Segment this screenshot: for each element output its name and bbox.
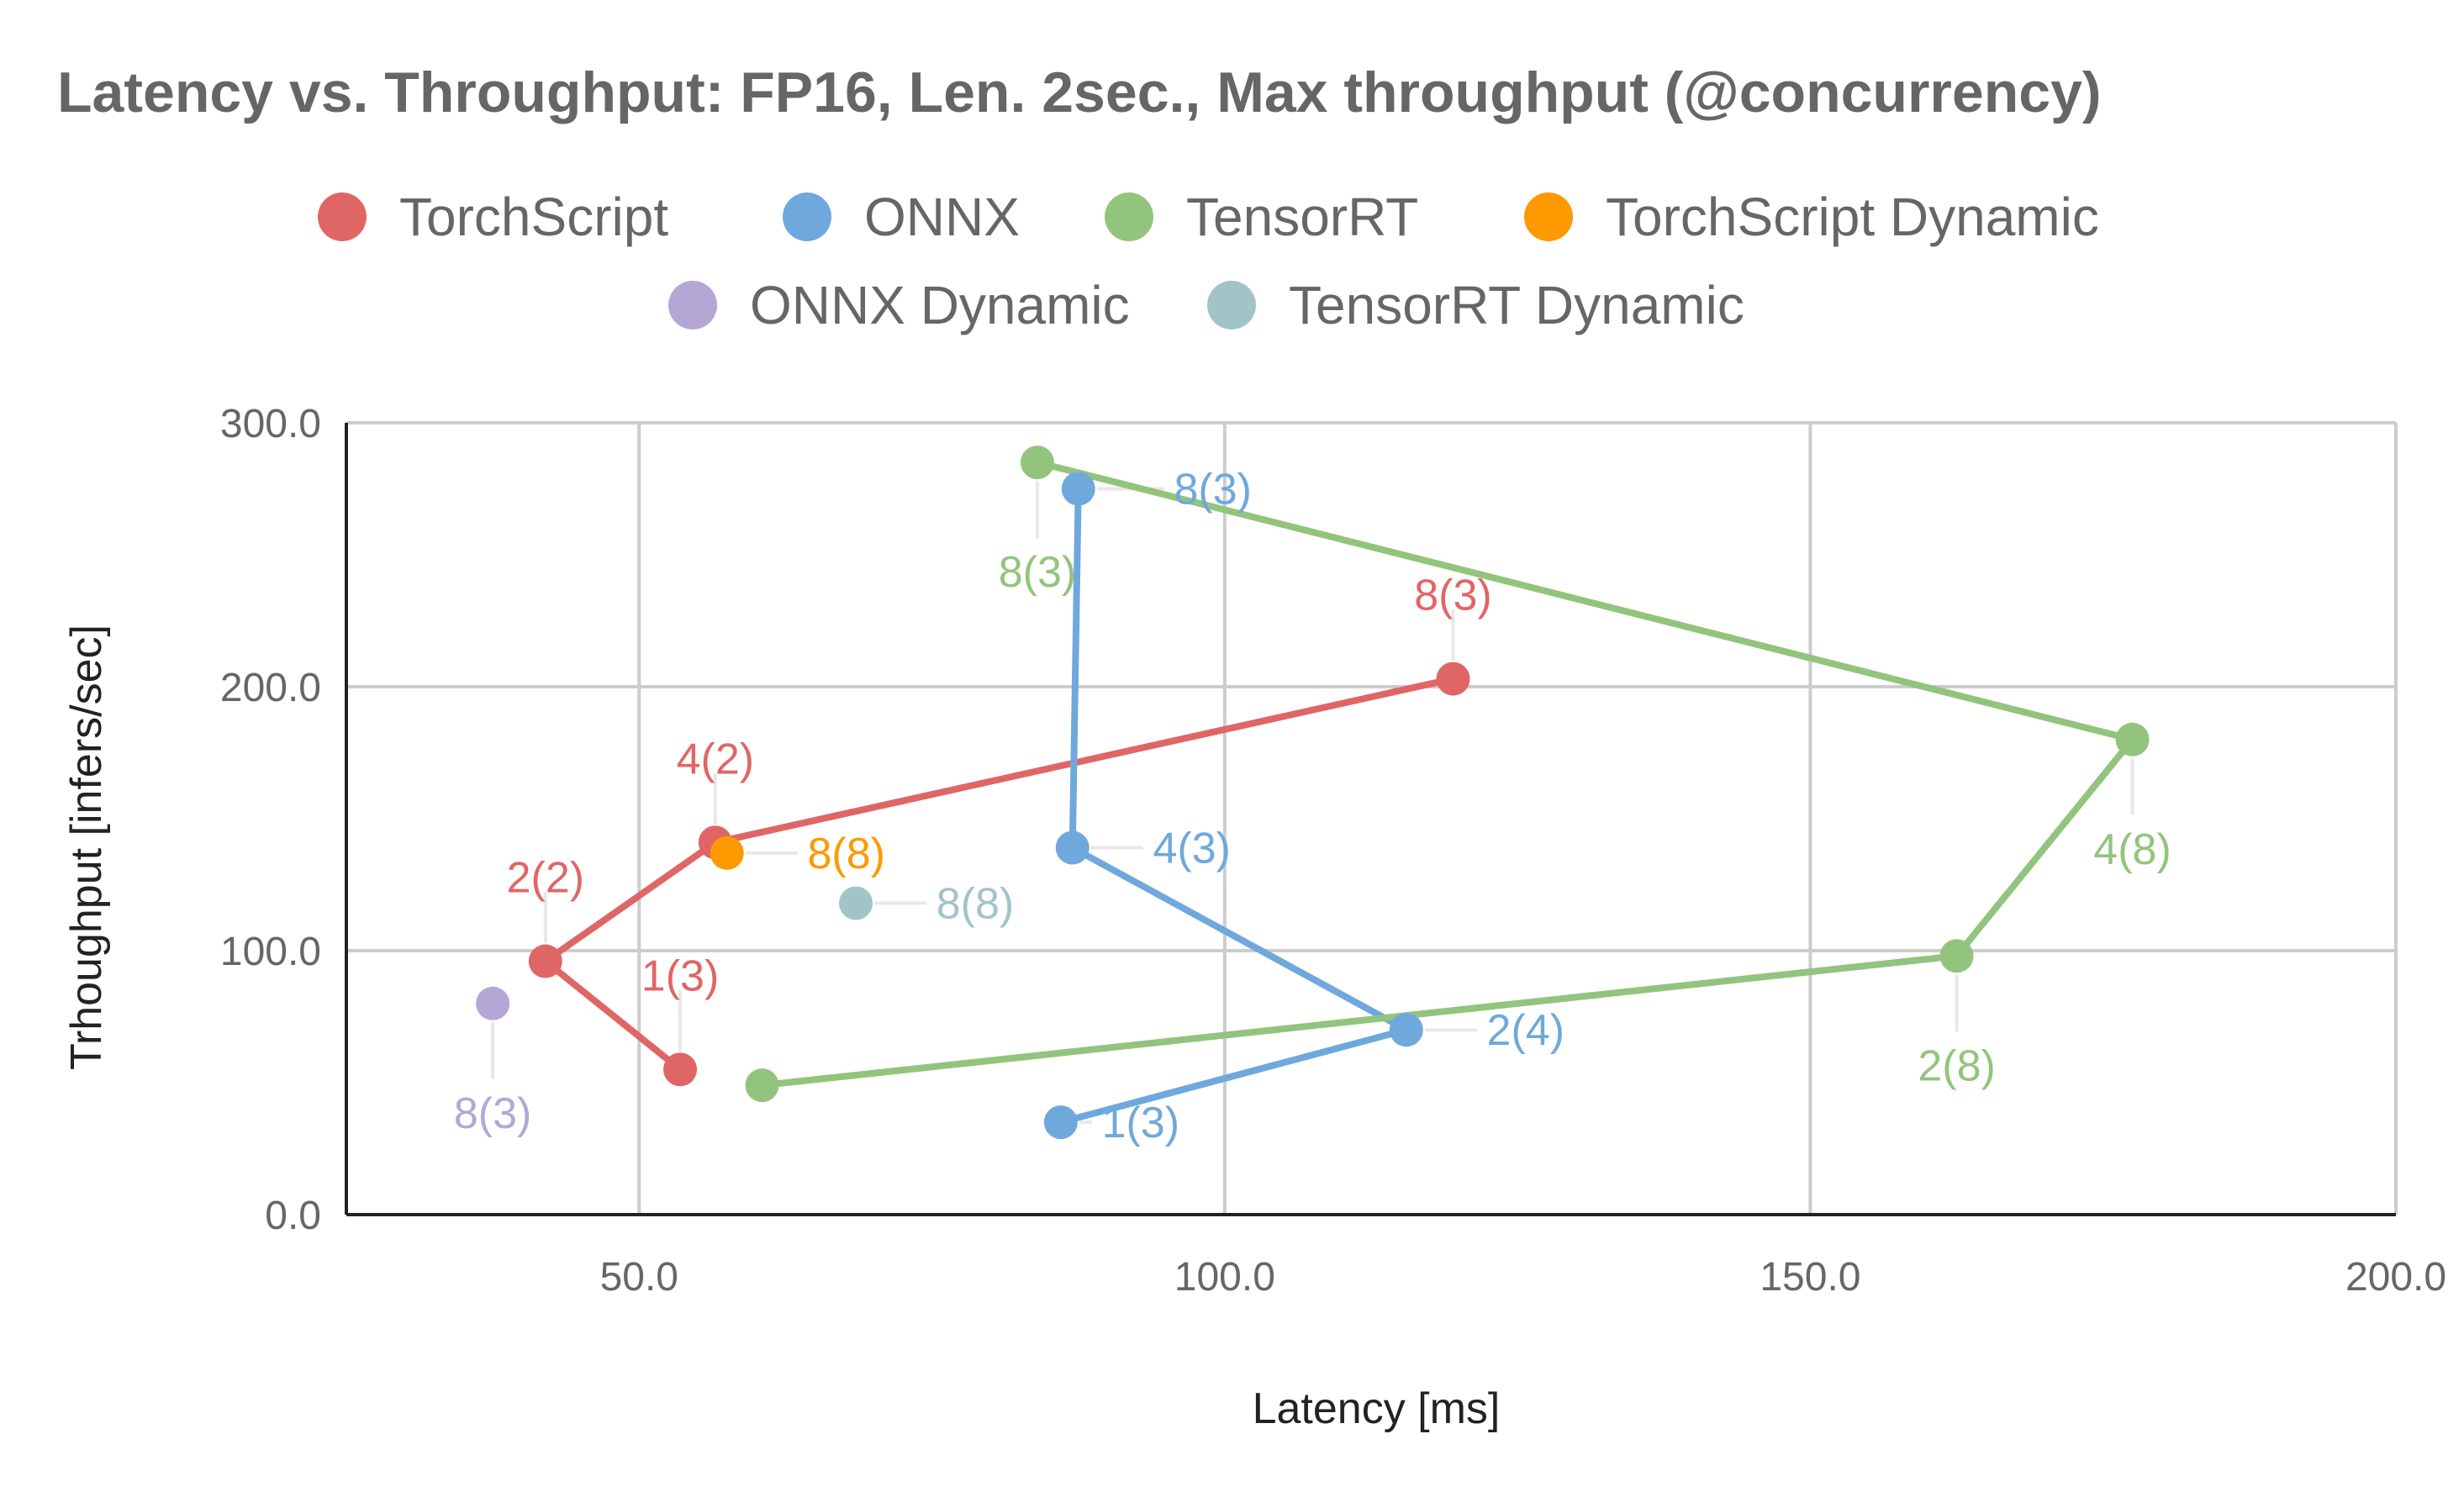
point-label-tensorrt-2: 4(8) <box>2093 825 2171 874</box>
data-point-tensorrt-0 <box>745 1068 779 1103</box>
legend-label-tensorrt: TensorRT <box>1186 187 1418 247</box>
data-point-onnx-0 <box>1043 1105 1078 1140</box>
x-tick-label-3: 200.0 <box>2345 1255 2446 1300</box>
data-point-onnx-dynamic-0 <box>476 986 510 1020</box>
x-tick-label-2: 150.0 <box>1760 1255 1860 1300</box>
legend-marker-torchscript-dynamic <box>1524 192 1573 241</box>
legend-marker-torchscript <box>318 192 367 241</box>
point-label-onnx-2: 4(3) <box>1153 825 1231 873</box>
legend-marker-tensorrt <box>1105 192 1153 241</box>
point-label-torchscript-2: 4(2) <box>677 735 754 783</box>
legend-label-tensorrt-dynamic: TensorRT Dynamic <box>1289 275 1744 335</box>
chart-title: Latency vs. Throughput: FP16, Len. 2sec.… <box>57 61 2102 124</box>
legend-label-torchscript: TorchScript <box>399 187 668 247</box>
series-line-torchscript <box>541 675 1457 1073</box>
data-point-tensorrt-dynamic-0 <box>839 886 873 920</box>
point-label-torchscript-3: 8(3) <box>1414 572 1491 620</box>
grid <box>346 421 2398 1215</box>
point-label-torchscript-0: 1(3) <box>641 952 719 1000</box>
legend-label-onnx: ONNX <box>864 187 1020 247</box>
x-tick-label-1: 100.0 <box>1174 1255 1275 1300</box>
data-point-onnx-1 <box>1389 1013 1423 1047</box>
y-tick-label-0: 0.0 <box>265 1194 321 1238</box>
point-label-onnx-1: 2(4) <box>1487 1006 1564 1055</box>
data-point-tensorrt-3 <box>1020 445 1054 480</box>
point-label-tensorrt-dynamic-0: 8(8) <box>937 879 1014 928</box>
point-label-tensorrt-3: 8(3) <box>999 548 1076 597</box>
y-tick-label-2: 200.0 <box>220 666 321 710</box>
series-lines <box>541 459 2136 1126</box>
point-label-torchscript-dynamic-0: 8(8) <box>808 830 885 878</box>
axes <box>345 423 2396 1216</box>
data-point-torchscript-1 <box>528 944 562 978</box>
series-line-tensorrt <box>758 459 2136 1089</box>
tick-labels: 0.0 100.0 200.0 300.0 50.0 100.0 150.0 200.0 <box>220 402 2446 1300</box>
point-label-onnx-3: 8(3) <box>1174 466 1251 514</box>
legend-marker-onnx-dynamic <box>668 281 717 330</box>
data-point-tensorrt-2 <box>2115 722 2150 757</box>
y-axis-title: Trhoughput [infers/sec] <box>62 625 111 1070</box>
series-line-onnx <box>1057 485 1410 1126</box>
legend-marker-onnx <box>783 192 831 241</box>
legend-label-onnx-dynamic: ONNX Dynamic <box>750 275 1130 335</box>
x-tick-label-0: 50.0 <box>600 1255 678 1300</box>
data-point-tensorrt-1 <box>1939 939 1974 973</box>
y-tick-label-3: 300.0 <box>220 402 321 446</box>
point-label-onnx-0: 1(3) <box>1102 1099 1179 1147</box>
point-label-onnx-dynamic-0: 8(3) <box>454 1089 531 1138</box>
data-point-onnx-2 <box>1055 830 1090 865</box>
point-labels: 1(3) 2(2) 4(2) 8(3) 1(3) 2(4) 4(3) 8(3) 2(8) 4(8)… <box>454 466 2171 1148</box>
x-axis-title: Latency [ms] <box>1253 1384 1501 1433</box>
data-points <box>476 445 2150 1140</box>
point-label-tensorrt-1: 2(8) <box>1918 1041 1995 1090</box>
label-leader-lines <box>491 481 2134 1125</box>
data-point-torchscript-3 <box>1436 662 1470 696</box>
point-label-torchscript-1: 2(2) <box>507 854 584 903</box>
data-point-torchscript-dynamic-0 <box>710 836 744 870</box>
data-point-torchscript-0 <box>663 1052 698 1087</box>
legend-marker-tensorrt-dynamic <box>1207 281 1256 330</box>
y-tick-label-1: 100.0 <box>220 930 321 974</box>
legend-label-torchscript-dynamic: TorchScript Dynamic <box>1606 187 2099 247</box>
legend: TorchScript ONNX TensorRT TorchScript Dynam… <box>318 187 2099 335</box>
data-point-onnx-3 <box>1061 472 1095 506</box>
